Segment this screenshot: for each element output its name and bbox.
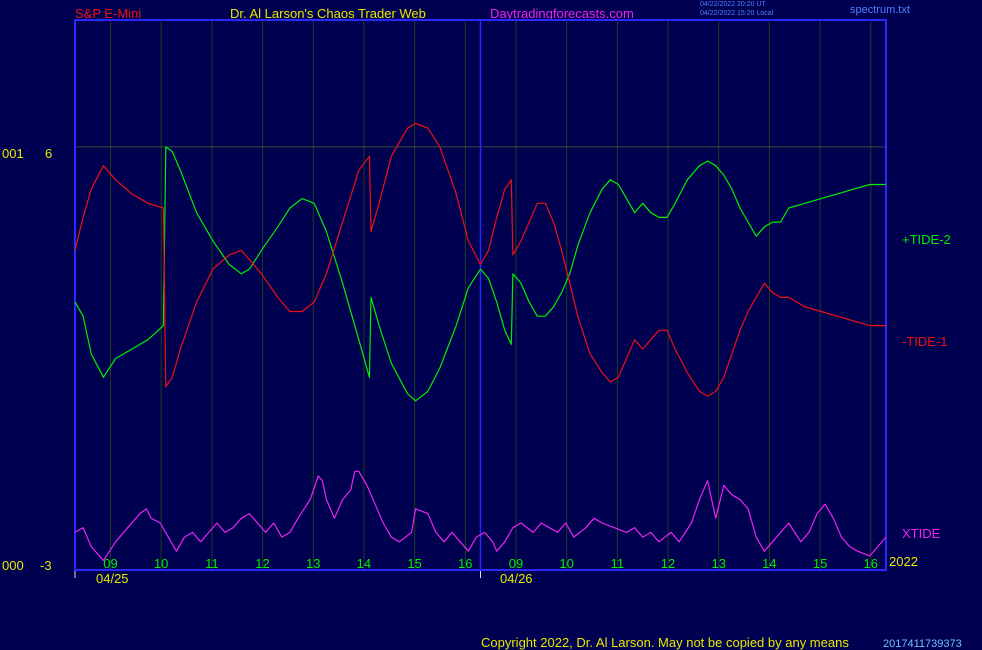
x-tick-label: 11 xyxy=(205,556,219,571)
y-axis-left-bottom: 000 xyxy=(2,558,24,573)
series-line-xtide xyxy=(74,470,887,562)
x-tick-label: 12 xyxy=(255,556,269,571)
footer-code: 2017411739373 xyxy=(883,638,962,650)
day-label-1: 04/25 xyxy=(96,571,129,586)
legend-tide2: +TIDE-2 xyxy=(902,232,951,247)
day-label-2: 04/26 xyxy=(500,571,533,586)
x-tick-label: 14 xyxy=(762,556,776,571)
x-tick-label: 13 xyxy=(711,556,725,571)
x-tick-label: 09 xyxy=(509,556,523,571)
x-tick-label: 13 xyxy=(306,556,320,571)
x-tick-label: 15 xyxy=(813,556,827,571)
file-name: spectrum.txt xyxy=(850,4,910,16)
x-tick-label: 12 xyxy=(661,556,675,571)
legend-tide1: -TIDE-1 xyxy=(902,334,948,349)
market-title: S&P E-Mini xyxy=(75,6,142,21)
legend-xtide: XTIDE xyxy=(902,526,941,541)
y-axis-bottom-label: -3 xyxy=(40,558,52,573)
x-tick-label: 11 xyxy=(611,556,625,571)
x-tick-label: 09 xyxy=(103,556,117,571)
x-tick-label: 16 xyxy=(864,556,878,571)
x-tick-label: 14 xyxy=(357,556,371,571)
plot-frame xyxy=(74,19,887,571)
stamp-local: 04/22/2022 15:20 Local xyxy=(700,10,774,17)
x-tick-label: 10 xyxy=(559,556,573,571)
series-line-tide2 xyxy=(74,146,886,402)
site-link[interactable]: Daytradingforecasts.com xyxy=(490,6,634,21)
x-tick-label: 10 xyxy=(154,556,168,571)
y-axis-left-top: 001 xyxy=(2,146,24,161)
year-label: 2022 xyxy=(889,554,918,569)
y-axis-top-label: 6 xyxy=(45,146,53,161)
series-line-tide1 xyxy=(74,122,886,397)
author-title: Dr. Al Larson's Chaos Trader Web xyxy=(230,6,426,21)
x-tick-label: 15 xyxy=(407,556,421,571)
stamp-ut: 04/22/2022 20:20 UT xyxy=(700,1,766,8)
copyright: Copyright 2022, Dr. Al Larson. May not b… xyxy=(481,635,849,650)
x-tick-label: 16 xyxy=(458,556,472,571)
